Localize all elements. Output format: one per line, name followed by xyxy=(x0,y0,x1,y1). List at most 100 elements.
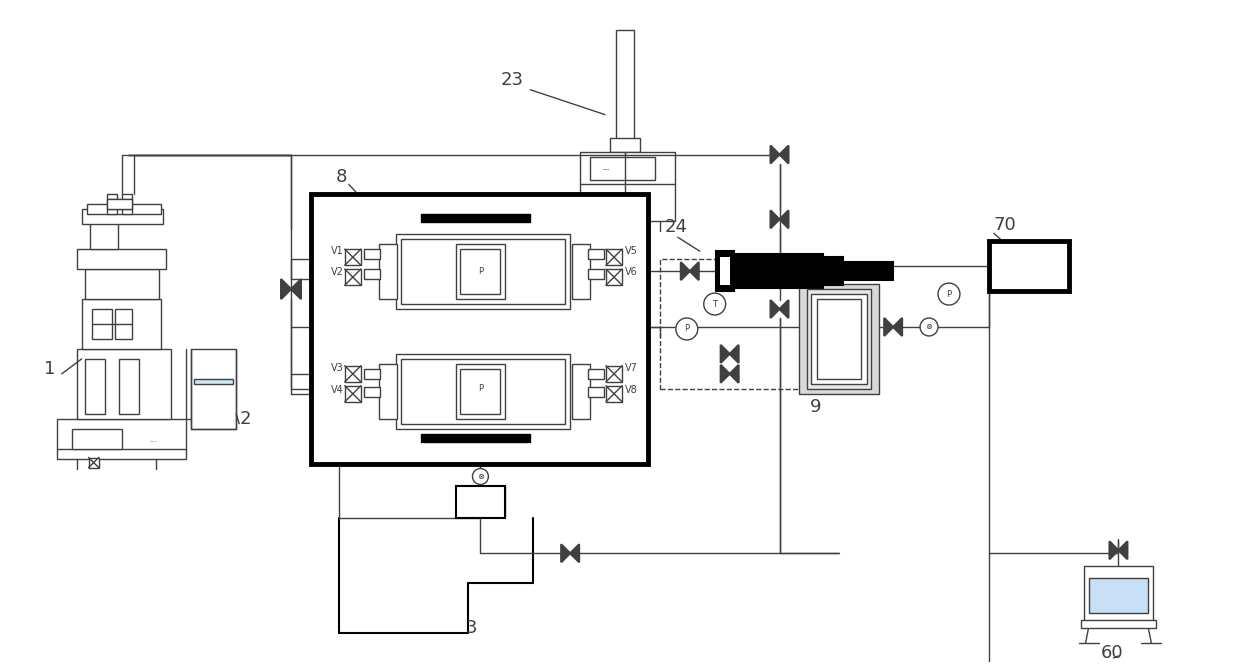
Circle shape xyxy=(472,469,489,485)
Bar xyxy=(616,30,634,139)
Bar xyxy=(378,364,397,419)
Text: 3: 3 xyxy=(465,619,477,637)
Bar xyxy=(455,487,506,519)
Text: ⊗: ⊗ xyxy=(925,323,932,331)
Bar xyxy=(396,234,570,309)
Polygon shape xyxy=(562,544,570,562)
Bar xyxy=(460,249,501,294)
Text: T: T xyxy=(712,299,717,309)
Bar xyxy=(734,254,823,288)
Text: V6: V6 xyxy=(625,267,637,277)
Bar xyxy=(606,249,622,265)
Bar xyxy=(988,241,1069,291)
Bar xyxy=(89,214,118,249)
Bar xyxy=(363,387,379,397)
Bar xyxy=(401,359,565,424)
Bar xyxy=(610,137,640,151)
Bar xyxy=(572,244,590,299)
Text: P: P xyxy=(946,290,951,299)
Bar xyxy=(72,429,122,449)
Circle shape xyxy=(704,293,725,315)
Bar xyxy=(420,434,531,442)
Text: 60: 60 xyxy=(1100,644,1123,662)
Bar xyxy=(114,309,131,339)
Polygon shape xyxy=(1110,541,1118,559)
Polygon shape xyxy=(780,145,789,163)
Text: P: P xyxy=(477,384,484,393)
Circle shape xyxy=(676,318,698,340)
Polygon shape xyxy=(720,345,729,363)
Bar xyxy=(660,259,835,389)
Text: 9: 9 xyxy=(810,398,821,416)
Bar xyxy=(401,239,565,304)
Text: 23: 23 xyxy=(501,71,523,89)
Bar xyxy=(823,257,843,285)
Text: 8: 8 xyxy=(336,169,347,187)
Bar xyxy=(811,294,867,384)
Text: V4: V4 xyxy=(331,384,343,395)
Bar xyxy=(606,366,622,382)
Bar xyxy=(77,349,171,419)
Bar xyxy=(345,249,361,265)
Bar xyxy=(580,151,675,221)
Bar xyxy=(345,269,361,285)
Polygon shape xyxy=(780,210,789,228)
Text: V8: V8 xyxy=(625,384,637,395)
Bar xyxy=(606,386,622,402)
Polygon shape xyxy=(291,279,301,299)
Polygon shape xyxy=(780,300,789,318)
Bar xyxy=(396,354,570,429)
Bar xyxy=(311,195,649,463)
Bar xyxy=(57,419,186,459)
Polygon shape xyxy=(720,365,729,383)
Bar xyxy=(1080,620,1157,628)
Text: V5: V5 xyxy=(625,246,637,256)
Bar xyxy=(363,269,379,279)
Text: V7: V7 xyxy=(625,363,637,373)
Polygon shape xyxy=(681,262,689,280)
Bar xyxy=(455,244,506,299)
Bar xyxy=(455,364,506,419)
Bar xyxy=(122,195,131,214)
Text: 1: 1 xyxy=(43,360,55,378)
Bar xyxy=(606,269,622,285)
Bar xyxy=(87,205,161,214)
Bar xyxy=(82,299,161,349)
Bar xyxy=(92,309,112,339)
Bar xyxy=(719,257,729,285)
Text: P: P xyxy=(684,325,689,333)
Bar xyxy=(191,349,236,429)
Text: V3: V3 xyxy=(331,363,343,373)
Text: P: P xyxy=(477,267,484,276)
Bar xyxy=(119,359,139,414)
Bar xyxy=(800,284,879,394)
Bar xyxy=(588,387,604,397)
Polygon shape xyxy=(1118,541,1127,559)
Polygon shape xyxy=(884,318,893,336)
Bar xyxy=(195,379,233,384)
Polygon shape xyxy=(770,300,780,318)
Polygon shape xyxy=(729,345,739,363)
Circle shape xyxy=(920,318,937,336)
Bar xyxy=(107,195,117,214)
Bar xyxy=(1089,578,1148,613)
Text: 24: 24 xyxy=(665,218,688,236)
Bar xyxy=(378,244,397,299)
Bar xyxy=(460,369,501,414)
Bar xyxy=(843,262,893,280)
Bar xyxy=(82,209,164,224)
Bar xyxy=(363,249,379,259)
Text: ⊗: ⊗ xyxy=(477,472,484,481)
Bar xyxy=(588,269,604,279)
Text: V2: V2 xyxy=(331,267,343,277)
Bar xyxy=(345,386,361,402)
Bar xyxy=(807,289,872,389)
Polygon shape xyxy=(281,279,291,299)
Bar xyxy=(420,214,531,222)
Text: 70: 70 xyxy=(993,216,1017,234)
Bar xyxy=(77,249,166,269)
Polygon shape xyxy=(570,544,579,562)
Text: V1: V1 xyxy=(331,246,343,256)
Bar xyxy=(363,369,379,379)
Bar xyxy=(590,157,655,181)
